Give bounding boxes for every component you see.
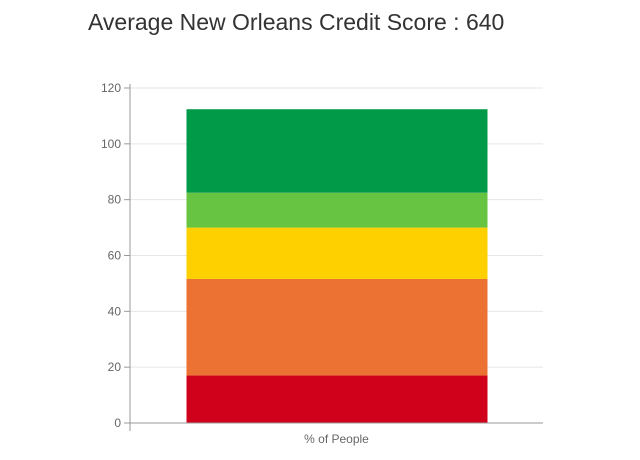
bar-segment-3 <box>186 192 488 228</box>
y-tick-label: 120 <box>101 81 121 95</box>
y-tick-label: 100 <box>101 137 121 151</box>
bar-segment-2 <box>186 227 488 279</box>
y-tick-label: 0 <box>114 416 121 430</box>
bars <box>186 109 488 423</box>
y-tick-label: 80 <box>108 193 122 207</box>
y-tick-label: 60 <box>108 249 122 263</box>
axes: 0 20 40 60 80 100 120 % of People <box>101 81 543 446</box>
bar-segment-4 <box>186 109 488 193</box>
y-tick-label: 20 <box>108 360 122 374</box>
chart-title: Average New Orleans Credit Score : 640 <box>88 9 505 35</box>
bar-segment-0 <box>186 375 488 423</box>
y-tick-label: 40 <box>108 304 122 318</box>
x-category-label: % of People <box>304 432 369 446</box>
bar-segment-1 <box>186 278 488 376</box>
